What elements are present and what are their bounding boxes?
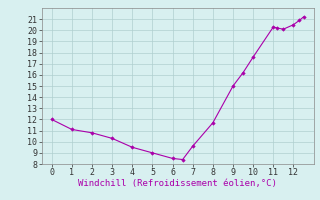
X-axis label: Windchill (Refroidissement éolien,°C): Windchill (Refroidissement éolien,°C) — [78, 179, 277, 188]
